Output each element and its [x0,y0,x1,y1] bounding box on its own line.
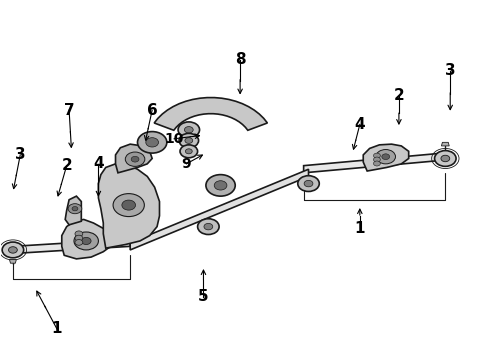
Text: 10: 10 [165,132,184,146]
Polygon shape [13,239,130,253]
Polygon shape [62,220,113,259]
Text: 5: 5 [198,289,209,304]
Text: 9: 9 [182,157,191,171]
Circle shape [146,138,159,147]
Circle shape [382,154,390,159]
Text: 3: 3 [445,63,456,78]
Polygon shape [116,144,152,173]
Circle shape [206,175,235,196]
Circle shape [204,224,213,230]
Circle shape [373,157,380,162]
Text: 3: 3 [15,147,25,162]
Circle shape [373,161,380,166]
Text: 6: 6 [147,103,158,118]
Circle shape [125,152,145,166]
Circle shape [131,156,139,162]
Circle shape [214,181,227,190]
Circle shape [72,207,78,211]
Circle shape [75,239,83,245]
Circle shape [298,176,319,192]
Circle shape [113,194,145,217]
Circle shape [179,134,198,148]
Circle shape [185,149,192,154]
Circle shape [304,180,313,187]
Polygon shape [9,260,16,263]
Polygon shape [304,153,443,173]
Circle shape [185,138,193,143]
Circle shape [373,153,380,158]
Text: 1: 1 [355,221,365,236]
Circle shape [435,150,456,166]
Circle shape [122,200,136,210]
Circle shape [68,204,82,214]
Text: 4: 4 [354,117,365,132]
Polygon shape [65,196,81,225]
Text: 2: 2 [393,88,404,103]
Circle shape [441,155,450,162]
Circle shape [184,127,193,133]
Polygon shape [441,142,449,146]
Circle shape [8,247,17,253]
Circle shape [75,235,83,241]
Circle shape [74,232,98,250]
Circle shape [376,149,395,164]
Polygon shape [363,144,409,171]
Polygon shape [98,164,159,248]
Polygon shape [154,98,268,130]
Circle shape [81,237,91,244]
Circle shape [138,132,167,153]
Text: 1: 1 [51,321,62,336]
Circle shape [2,242,24,258]
Text: 2: 2 [61,158,72,173]
Circle shape [178,122,199,138]
Polygon shape [130,169,309,250]
Text: 4: 4 [93,156,104,171]
Circle shape [197,219,219,234]
Circle shape [180,145,197,158]
Text: 7: 7 [64,103,74,118]
Circle shape [75,231,83,237]
Text: 8: 8 [235,52,245,67]
